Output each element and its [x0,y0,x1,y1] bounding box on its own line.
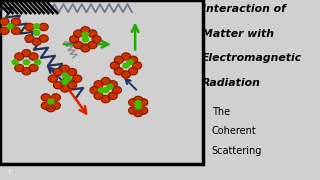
Text: Electromagnetic: Electromagnetic [202,53,302,64]
Circle shape [7,24,13,29]
Circle shape [134,96,143,104]
Circle shape [70,36,79,43]
Circle shape [129,99,138,106]
Circle shape [0,18,9,25]
Circle shape [129,56,138,63]
Circle shape [101,77,110,85]
Circle shape [48,99,54,104]
Circle shape [32,38,41,45]
Circle shape [65,76,71,81]
Text: Scattering: Scattering [212,146,262,156]
Circle shape [115,68,123,75]
Circle shape [39,23,48,31]
Circle shape [108,81,117,88]
Circle shape [22,50,31,57]
Circle shape [25,35,34,42]
Circle shape [53,68,62,76]
Circle shape [29,64,38,72]
Circle shape [108,92,117,99]
Circle shape [123,63,129,68]
Text: Interaction of: Interaction of [202,4,286,14]
Text: †: † [8,169,12,175]
Circle shape [15,53,24,60]
Circle shape [139,107,148,114]
Circle shape [107,84,113,89]
Circle shape [112,86,121,94]
Circle shape [12,18,20,25]
Circle shape [92,36,101,43]
Circle shape [135,104,141,109]
Circle shape [81,45,90,52]
Text: Coherent: Coherent [212,126,256,136]
Circle shape [129,68,138,75]
Circle shape [62,79,68,84]
Circle shape [73,75,82,82]
Circle shape [88,30,97,37]
Circle shape [122,53,131,60]
Circle shape [0,27,9,34]
Circle shape [29,53,38,60]
Circle shape [135,101,141,106]
Circle shape [23,60,29,65]
Circle shape [94,81,103,88]
Circle shape [22,68,31,75]
Circle shape [46,105,55,112]
Circle shape [99,88,105,93]
Circle shape [68,82,76,89]
Circle shape [74,30,83,37]
Circle shape [129,107,138,114]
Circle shape [82,37,88,42]
Circle shape [48,75,57,82]
Circle shape [62,73,68,78]
Circle shape [74,41,83,49]
Circle shape [52,102,60,109]
Text: The: The [212,107,230,117]
Circle shape [41,102,50,109]
Circle shape [60,65,69,72]
Circle shape [122,71,131,78]
Circle shape [127,60,133,65]
Circle shape [12,27,20,34]
Circle shape [34,24,40,29]
Circle shape [94,92,103,99]
Circle shape [25,23,34,31]
Circle shape [101,96,110,103]
Circle shape [103,88,109,93]
Circle shape [35,60,41,65]
Text: Radiation: Radiation [202,78,260,88]
Circle shape [110,62,119,69]
Circle shape [134,109,143,117]
Text: The Radiation Nation: The Radiation Nation [19,169,77,174]
Circle shape [60,85,69,92]
Circle shape [68,68,76,76]
Circle shape [12,60,18,65]
Circle shape [139,99,148,106]
Circle shape [82,32,88,37]
Circle shape [90,86,99,94]
Circle shape [41,94,50,101]
Circle shape [81,27,90,34]
Circle shape [133,62,142,69]
Circle shape [115,56,123,63]
Circle shape [88,41,97,49]
Text: Matter with: Matter with [202,29,274,39]
Circle shape [39,35,48,42]
Circle shape [15,64,24,72]
Circle shape [34,30,40,35]
Circle shape [52,94,60,101]
Circle shape [53,82,62,89]
